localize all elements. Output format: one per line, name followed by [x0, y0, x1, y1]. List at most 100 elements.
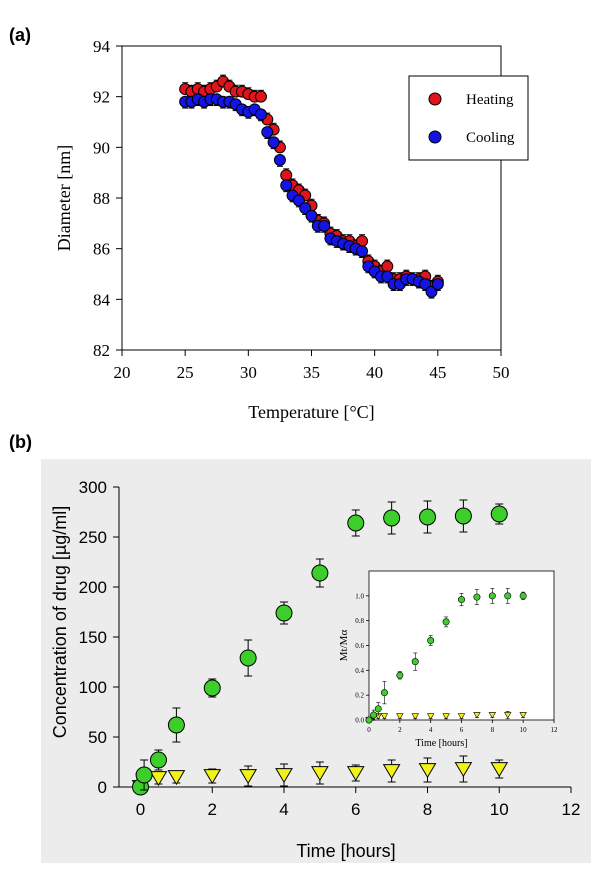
legend: Heating Cooling: [408, 75, 529, 161]
data-point: [254, 108, 267, 121]
data-point: [280, 179, 293, 192]
x-tick-label: 25: [177, 363, 194, 382]
data-point: [275, 768, 293, 784]
series-circle: [132, 499, 508, 796]
y-tick-label: 88: [93, 189, 110, 208]
legend-box: [408, 75, 529, 161]
legend-marker: [428, 92, 442, 106]
series-circle: [365, 588, 527, 724]
y-tick-label: 86: [93, 240, 110, 259]
inset-y-tick-label: 1.0: [355, 592, 364, 600]
data-point: [504, 712, 512, 719]
data-point: [431, 278, 444, 291]
inset-x-tick-label: 2: [398, 726, 402, 734]
data-point: [203, 679, 221, 697]
x-tick-label: 40: [366, 363, 383, 382]
inset-x-tick-label: 4: [429, 726, 433, 734]
data-point: [381, 260, 394, 273]
x-tick-label: 0: [136, 800, 145, 819]
data-point: [239, 649, 257, 667]
y-tick-label: 300: [79, 478, 107, 497]
inset-x-tick-label: 8: [491, 726, 495, 734]
data-point: [370, 711, 378, 719]
y-tick-label: 100: [79, 678, 107, 697]
x-tick-label: 4: [279, 800, 288, 819]
data-point: [427, 637, 435, 645]
data-point: [383, 509, 401, 527]
y-tick-label: 0: [98, 778, 107, 797]
data-point: [396, 713, 404, 720]
x-tick-label: 6: [351, 800, 360, 819]
legend-marker: [428, 130, 442, 144]
x-tick-label: 10: [490, 800, 509, 819]
data-point: [418, 763, 437, 779]
data-point: [203, 769, 222, 785]
inset-y-tick-label: 0.2: [355, 692, 364, 700]
x-tick-label: 20: [114, 363, 131, 382]
y-tick-label: 200: [79, 578, 107, 597]
data-point: [167, 770, 186, 786]
inset-y-axis-label: Mt/Mα: [338, 630, 350, 662]
data-point: [454, 507, 472, 525]
data-point: [365, 716, 373, 724]
y-tick-label: 250: [79, 528, 107, 547]
data-point: [488, 712, 497, 719]
data-point: [346, 766, 365, 782]
x-tick-label: 2: [208, 800, 217, 819]
data-point: [311, 564, 329, 582]
data-point: [457, 596, 465, 604]
data-point: [318, 219, 331, 232]
data-point: [381, 270, 394, 283]
x-tick-label: 45: [429, 363, 446, 382]
y-axis-label: Diameter [nm]: [54, 145, 74, 251]
data-point: [490, 762, 509, 778]
y-tick-label: 94: [93, 37, 111, 56]
data-point: [149, 771, 168, 787]
series-cooling: [179, 93, 444, 299]
y-tick-label: 50: [88, 728, 107, 747]
data-point: [457, 713, 466, 720]
data-point: [382, 764, 401, 780]
data-point: [490, 505, 508, 523]
inset-y-tick-label: 0.8: [355, 617, 364, 625]
data-point: [356, 245, 369, 258]
data-point: [254, 90, 267, 103]
inset-x-axis-label: Time [hours]: [415, 738, 467, 749]
inset-x-tick-label: 12: [551, 726, 559, 734]
x-tick-label: 30: [240, 363, 257, 382]
data-point: [425, 285, 438, 298]
data-point: [419, 508, 437, 526]
data-point: [519, 712, 527, 719]
data-point: [374, 705, 382, 713]
series-heating: [179, 74, 444, 293]
data-point: [411, 658, 419, 666]
y-tick-label: 84: [93, 290, 111, 309]
data-point: [267, 136, 280, 149]
data-point: [419, 278, 432, 291]
chart-a: 20 25 30 35 40 45 50 82 84 86 88 90 92 94 Temperature …: [54, 37, 529, 422]
inset-y-tick-label: 0.0: [355, 717, 364, 725]
data-point: [411, 713, 419, 720]
inset-y-tick-label: 0.4: [355, 667, 364, 675]
y-tick-label: 82: [93, 341, 110, 360]
legend-label: Cooling: [466, 130, 515, 146]
panel-a-label: (a): [9, 25, 31, 45]
data-point: [275, 604, 293, 622]
data-point: [135, 766, 153, 784]
data-point: [442, 713, 450, 720]
inset-chart: 0 2 4 6 8 10 12 0.0 0.2 0.4 0.6 0.8 1.0 Time [hours] M…: [338, 570, 559, 749]
data-point: [292, 194, 305, 207]
x-tick-label: 35: [303, 363, 320, 382]
y-tick-label: 92: [93, 88, 110, 107]
data-point: [473, 593, 481, 601]
x-axis-label: Temperature [°C]: [248, 402, 374, 422]
legend-label: Heating: [466, 92, 514, 108]
inset-y-tick-label: 0.6: [355, 642, 364, 650]
data-point: [299, 202, 312, 215]
y-tick-label: 90: [93, 138, 110, 157]
data-point: [504, 592, 512, 600]
inset-x-tick-label: 0: [367, 726, 371, 734]
inset-x-tick-label: 6: [460, 726, 464, 734]
data-point: [519, 592, 527, 600]
